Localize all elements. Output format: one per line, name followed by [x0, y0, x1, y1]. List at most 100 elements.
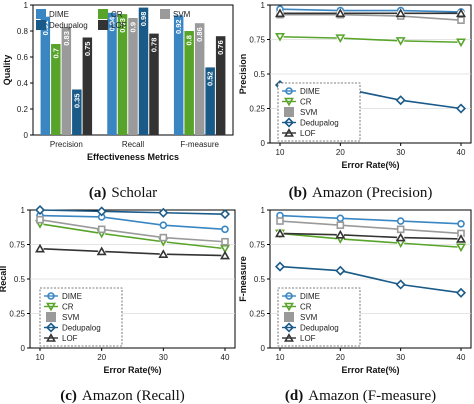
legend-label: SVM	[300, 108, 318, 117]
point-lof	[395, 8, 406, 18]
marker-bg	[457, 243, 465, 251]
marker-bg	[457, 16, 465, 24]
point-cr	[275, 32, 285, 42]
bar-data-label: 0.78	[150, 38, 159, 53]
x-tick-label: 10	[276, 353, 285, 362]
point-dedupalog	[219, 209, 231, 220]
series-line-dime	[39, 214, 226, 231]
caption-text: Amazon (Precision)	[312, 185, 432, 201]
x-tick-label: 10	[276, 148, 285, 157]
point-dedupalog	[158, 207, 169, 218]
legend-label: LOF	[300, 129, 316, 138]
legend-swatch-cr	[284, 97, 294, 107]
point-lof	[456, 234, 466, 243]
legend-swatch-dime	[285, 292, 293, 300]
bar-cr	[184, 31, 194, 135]
point-svm	[97, 225, 106, 234]
point-dime	[336, 214, 345, 223]
legend-label: Dedupalog	[62, 324, 101, 333]
bar-dedupalog	[205, 67, 215, 135]
legend-label: DIME	[62, 292, 82, 301]
y-tick-label: 0.75	[249, 36, 265, 45]
bar-data-label: 0.94	[108, 16, 117, 31]
marker-bg	[36, 245, 44, 253]
y-tick-label: 0.5	[14, 275, 26, 284]
point-svm	[159, 233, 168, 242]
figure-caption: (b) Amazon (Precision)	[289, 185, 433, 201]
y-tick-label: 0	[24, 131, 29, 140]
caption-letter: (c)	[60, 388, 77, 404]
legend-label: DIME	[49, 10, 69, 19]
point-dime	[159, 221, 168, 229]
marker-bg	[159, 250, 167, 258]
marker-bg	[336, 231, 344, 239]
bar-data-label: 0.52	[206, 71, 215, 86]
legend-label: CR	[300, 303, 312, 312]
caption-text: Scholar	[111, 185, 157, 201]
bar-data-label: 0.35	[72, 94, 81, 109]
series-line-cr	[279, 35, 462, 44]
point-cr	[456, 38, 466, 48]
y-tick-label: 0.4	[17, 79, 29, 88]
point-lof	[395, 232, 406, 242]
x-tick-label: 30	[159, 353, 168, 362]
marker-bg	[159, 209, 167, 217]
marker-bg	[336, 9, 344, 17]
y-tick-label: 0	[261, 139, 266, 148]
y-tick-label: 0.75	[249, 241, 265, 250]
marker-bg	[221, 210, 229, 218]
y-tick-label: 0.25	[249, 105, 265, 114]
point-dedupalog	[96, 206, 107, 217]
legend-swatch-cr	[284, 302, 294, 312]
figure-caption: (a) Scholar	[89, 185, 157, 201]
caption-text: Amazon (Recall)	[82, 388, 185, 404]
figure-caption: (c) Amazon (Recall)	[60, 388, 185, 404]
point-svm	[396, 225, 405, 234]
point-dedupalog	[395, 95, 406, 106]
marker-bg	[36, 206, 44, 214]
bar-lof	[149, 33, 159, 135]
legend-swatch-lof	[284, 128, 294, 137]
marker-bg	[221, 245, 229, 253]
legend-swatch-svm	[160, 9, 170, 19]
series-line-dime	[279, 8, 462, 13]
marker-bg	[276, 33, 284, 41]
y-axis-label: Recall	[0, 266, 8, 293]
y-tick-label: 0.2	[17, 105, 29, 114]
chart-amazon-fmeasure: 0 0.25 0.5 0.75 1 10 20 30 40 Error Rate(%) F-meas…	[238, 206, 472, 404]
bar-svm	[194, 23, 205, 136]
bar-data-label: 0.86	[195, 27, 204, 42]
marker-bg	[221, 251, 229, 260]
bar-data-label: 0.76	[216, 40, 225, 55]
figure-caption: (d) Amazon (F-measure)	[285, 388, 436, 404]
x-tick-label: Recall	[122, 140, 144, 149]
x-axis-label: Error Rate(%)	[341, 160, 399, 170]
y-tick-label: 0.25	[9, 310, 25, 319]
x-tick-label: 40	[457, 353, 466, 362]
y-tick-label: 0	[21, 344, 26, 353]
legend-swatch-dime	[47, 292, 55, 300]
legend-label: CR	[300, 98, 312, 107]
legend-label: CR	[111, 10, 123, 19]
bar-cr	[117, 14, 128, 136]
point-cr	[335, 34, 346, 44]
series-line-lof	[279, 232, 462, 240]
marker-bg	[457, 38, 465, 46]
y-tick-label: 1	[21, 206, 26, 215]
legend-label: SVM	[62, 313, 80, 322]
point-dime	[221, 225, 229, 234]
series-line-svm	[279, 220, 462, 235]
y-tick-label: 1	[261, 206, 266, 215]
x-axis-label: Error Rate(%)	[341, 365, 399, 375]
marker-bg	[397, 280, 405, 289]
legend-label: Dedupalog	[300, 324, 339, 333]
y-tick-label: 0.25	[249, 310, 265, 319]
x-tick-label: 30	[396, 148, 405, 157]
x-tick-label: Precision	[50, 140, 83, 149]
x-tick-label: 20	[336, 353, 345, 362]
x-tick-label: 40	[457, 148, 466, 157]
point-svm	[36, 215, 44, 224]
marker-bg	[336, 221, 344, 229]
